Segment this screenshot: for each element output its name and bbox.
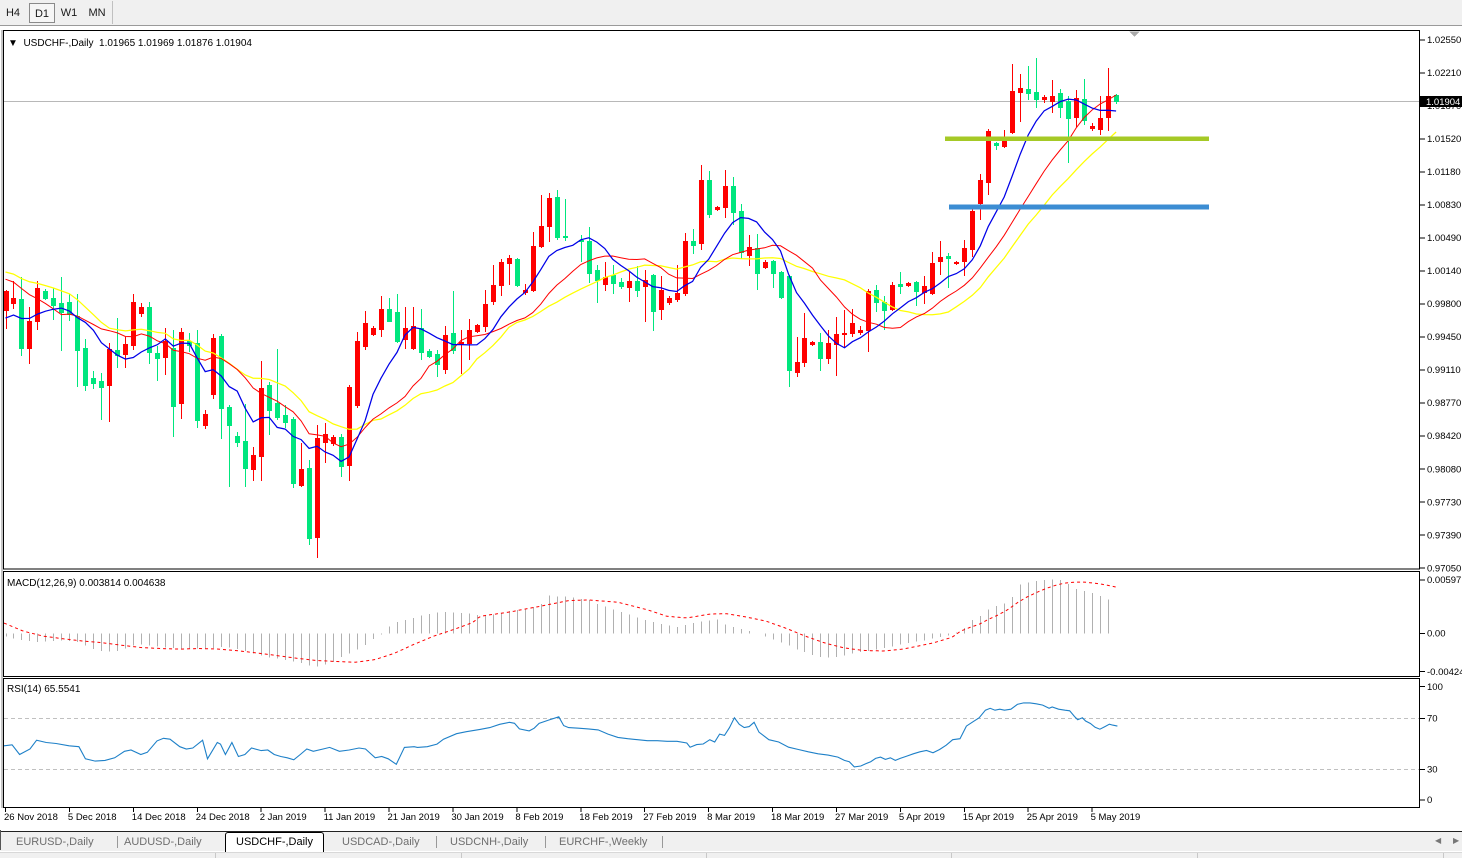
- svg-text:1.01180: 1.01180: [1427, 167, 1461, 178]
- svg-text:18 Mar 2019: 18 Mar 2019: [771, 812, 824, 823]
- svg-text:1.02210: 1.02210: [1427, 68, 1461, 79]
- svg-text:1.00140: 1.00140: [1427, 266, 1461, 277]
- svg-text:0.98080: 0.98080: [1427, 464, 1461, 475]
- svg-text:21 Jan 2019: 21 Jan 2019: [388, 812, 440, 823]
- svg-text:8 Feb 2019: 8 Feb 2019: [515, 812, 563, 823]
- svg-text:1.00830: 1.00830: [1427, 200, 1461, 211]
- svg-text:18 Feb 2019: 18 Feb 2019: [579, 812, 632, 823]
- svg-text:0: 0: [1427, 795, 1432, 806]
- svg-text:1.01904: 1.01904: [1426, 97, 1460, 108]
- svg-text:5 May 2019: 5 May 2019: [1091, 812, 1141, 823]
- svg-text:0.00: 0.00: [1427, 629, 1446, 640]
- svg-text:▼ USDCHF-,Daily 1.01965 1.01: ▼ USDCHF-,Daily 1.01965 1.01969 1.01876 …: [8, 38, 252, 49]
- svg-text:0.98770: 0.98770: [1427, 398, 1461, 409]
- svg-text:30 Jan 2019: 30 Jan 2019: [451, 812, 503, 823]
- svg-text:0.99800: 0.99800: [1427, 299, 1461, 310]
- svg-text:15 Apr 2019: 15 Apr 2019: [963, 812, 1014, 823]
- svg-text:0.97050: 0.97050: [1427, 563, 1461, 574]
- svg-text:30: 30: [1427, 765, 1438, 776]
- svg-text:0.00597: 0.00597: [1427, 575, 1461, 586]
- svg-text:0.98420: 0.98420: [1427, 431, 1461, 442]
- svg-text:24 Dec 2018: 24 Dec 2018: [196, 812, 250, 823]
- svg-text:100: 100: [1427, 682, 1443, 693]
- svg-text:27 Mar 2019: 27 Mar 2019: [835, 812, 888, 823]
- svg-text:26 Nov 2018: 26 Nov 2018: [4, 812, 58, 823]
- svg-text:0.99110: 0.99110: [1427, 365, 1461, 376]
- svg-text:0.97390: 0.97390: [1427, 530, 1461, 541]
- svg-text:25 Apr 2019: 25 Apr 2019: [1027, 812, 1078, 823]
- svg-text:70: 70: [1427, 714, 1438, 725]
- svg-text:MACD(12,26,9) 0.003814 0.00463: MACD(12,26,9) 0.003814 0.004638: [7, 578, 166, 589]
- svg-text:-0.004243: -0.004243: [1427, 667, 1462, 678]
- svg-text:8 Mar 2019: 8 Mar 2019: [707, 812, 755, 823]
- svg-text:5 Dec 2018: 5 Dec 2018: [68, 812, 117, 823]
- svg-text:0.97730: 0.97730: [1427, 497, 1461, 508]
- svg-text:1.02550: 1.02550: [1427, 35, 1461, 46]
- svg-text:2 Jan 2019: 2 Jan 2019: [260, 812, 307, 823]
- svg-text:RSI(14) 65.5541: RSI(14) 65.5541: [7, 684, 81, 695]
- svg-text:5 Apr 2019: 5 Apr 2019: [899, 812, 945, 823]
- svg-text:14 Dec 2018: 14 Dec 2018: [132, 812, 186, 823]
- svg-text:11 Jan 2019: 11 Jan 2019: [324, 812, 376, 823]
- svg-text:0.99450: 0.99450: [1427, 332, 1461, 343]
- svg-text:1.01520: 1.01520: [1427, 134, 1461, 145]
- svg-text:27 Feb 2019: 27 Feb 2019: [643, 812, 696, 823]
- svg-text:1.00490: 1.00490: [1427, 233, 1461, 244]
